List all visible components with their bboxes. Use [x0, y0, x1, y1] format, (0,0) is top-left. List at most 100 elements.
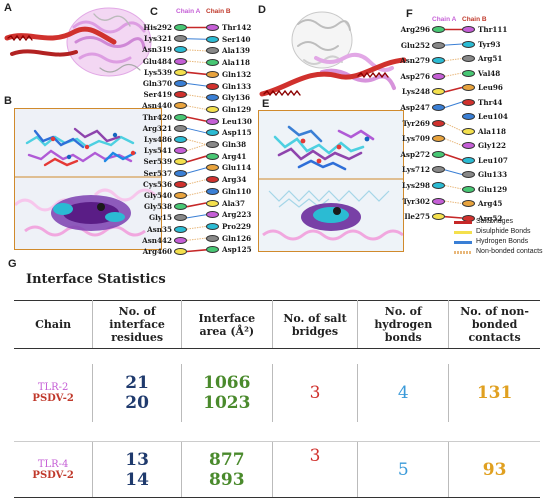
panel-f-chain-a-residue-marker: [432, 197, 445, 205]
panel-c-chain-a-residue-marker: [174, 46, 187, 54]
panel-c-chain-a-residue-marker: [174, 91, 187, 99]
panel-c-chain-b-residue-marker: [206, 47, 219, 55]
panel-c-chain-b-label: Chain B: [206, 8, 231, 15]
panel-f-bond-line: [444, 101, 463, 108]
area-a-value: 1066: [203, 372, 251, 393]
panel-f-chain-b-label: Chain B: [462, 16, 487, 23]
panel-c-chain-b-residue: Ala139: [222, 46, 250, 56]
panel-c-chain-b-residue: Gln126: [222, 233, 252, 243]
panel-f-chain-b-residue-marker: [462, 171, 475, 178]
panel-label-b: B: [4, 95, 12, 107]
panel-c-chain-a-residue-marker: [174, 136, 187, 143]
panel-c-chain-b-residue-marker: [206, 105, 219, 113]
panel-c-chain-b-residue-marker: [206, 70, 219, 78]
panel-d-protein-structure: [259, 11, 406, 97]
header-nonbonded-contacts: No. of non-bonded contacts: [448, 300, 540, 349]
panel-c-chain-a-residue: Gly15: [148, 213, 172, 223]
panel-c-chain-b-residue-marker: [206, 211, 219, 219]
panel-f-chain-b-residue-marker: [462, 185, 475, 193]
header-interface-residues: No. of interface residues: [92, 300, 182, 349]
interface-residues-cell: 13 14: [92, 441, 182, 498]
panel-c-chain-a-residue: Glu484: [142, 56, 172, 66]
panel-f-bond-line: [444, 43, 463, 46]
panel-c-chain-a-residue-marker: [174, 248, 187, 255]
panel-f-chain-a-residue-marker: [432, 57, 445, 65]
interface-residues-cell: 21 20: [92, 363, 182, 422]
panel-c-chain-a-residue-marker: [174, 35, 187, 43]
panel-f-chain-a-residue-marker: [432, 213, 445, 221]
panel-f-chain-b-residue-marker: [462, 40, 475, 48]
panel-f-bond-line: [444, 122, 463, 132]
panel-c-bond-line: [186, 190, 207, 196]
panel-c-chain-a-residue-marker: [174, 102, 187, 110]
panel-c-bond-line: [186, 94, 207, 99]
panel-c-chain-a-residue: Gly538: [143, 202, 172, 212]
hydrogen-bonds-value: 4: [357, 363, 450, 422]
panel-f-chain-a-residue-marker: [432, 41, 445, 49]
panel-c-bond-line: [186, 139, 207, 145]
panel-c-bond-line: [186, 179, 207, 185]
panel-c-chain-b-residue: Ser140: [222, 34, 251, 44]
panel-c-chain-b-residue: Gln38: [222, 140, 247, 149]
panel-f-chain-b-residue: Arg52: [478, 213, 503, 223]
panel-c-bond-line: [186, 71, 207, 76]
legend-nonbonded-swatch: [454, 251, 472, 254]
area-b-value: 1023: [203, 392, 251, 413]
panel-f-chain-a-residue-marker: [432, 166, 445, 174]
panel-c-chain-b-residue-marker: [206, 94, 219, 102]
panel-f-bond-line: [444, 58, 463, 62]
panel-f-bond-line: [444, 138, 463, 146]
panel-f-chain-a-residue: Ile275: [404, 212, 430, 222]
panel-c-chain-b-residue-marker: [206, 176, 219, 184]
panel-c-chain-b-residue: Glu114: [222, 163, 252, 173]
panel-c-chain-b-residue: Arg34: [222, 175, 247, 185]
header-interface-area: Interface area (Å²): [181, 300, 273, 349]
panel-c-chain-a-residue-marker: [174, 158, 187, 166]
area-a-value: 877: [209, 449, 245, 470]
panel-f-chain-b-residue: Leu96: [478, 83, 503, 92]
panel-c-chain-b-residue-marker: [206, 141, 219, 148]
chain-a-name: TLR-2: [37, 381, 69, 393]
panel-label-d: D: [258, 4, 266, 16]
panel-f-bond-line: [444, 153, 463, 161]
panel-f-chain-a-residue: Tyr302: [402, 196, 430, 206]
residues-b-value: 20: [125, 392, 149, 413]
panel-f-interaction-map: Arg296 Glu252 Asn279 Asp276 Lys248 Asp247 Tyr2…: [400, 25, 508, 223]
panel-c-chain-a-residue-marker: [174, 180, 187, 188]
panel-f-chain-a-residue: Lys709: [401, 134, 430, 144]
panel-c-bond-line: [186, 144, 207, 152]
panel-label-c: C: [150, 6, 158, 18]
panel-c-chain-a-residue: Thr420: [142, 112, 172, 122]
panel-c-chain-a-residue: Lys541: [143, 146, 172, 156]
panel-c-bond-line: [186, 38, 207, 40]
panel-f-chain-a-residue-marker: [432, 119, 445, 127]
panel-f-chain-b-residue-marker: [462, 84, 475, 91]
panel-c-chain-b-residue: Gly136: [222, 93, 251, 103]
panel-f-bond-line: [444, 72, 463, 77]
panel-f-chain-a-residue: Lys248: [401, 87, 430, 97]
panel-c-chain-b-residue-marker: [206, 164, 219, 172]
panel-c-bond-line: [186, 83, 207, 87]
panel-f-chain-a-residue-marker: [432, 72, 445, 80]
panel-c-chain-b-residue-marker: [206, 24, 219, 31]
panel-c-chain-a-label: Chain A: [176, 8, 201, 15]
area-b-value: 893: [209, 469, 245, 490]
table-header-row: Chain No. of interface residues Interfac…: [14, 300, 540, 349]
panel-c-chain-b-residue: Leu130: [222, 116, 252, 126]
panel-c-chain-a-residue-marker: [174, 214, 187, 222]
panel-f-chain-a-residue: Asp272: [400, 149, 430, 159]
panel-f-bond-line: [444, 169, 463, 175]
panel-c-chain-b-residue: Gln132: [222, 69, 252, 79]
panel-f-chain-b-residue-marker: [462, 98, 475, 106]
panel-c-interaction-map: His292 Lys321 Asn319 Glu484 Lys539 Gln370 Ser4…: [0, 0, 260, 270]
panel-c-chain-a-residue-marker: [174, 192, 187, 199]
panel-c-chain-a-residue-marker: [174, 203, 187, 211]
panel-c-chain-a-residue-marker: [174, 57, 187, 65]
panel-f-chain-a-residue-marker: [432, 150, 445, 158]
panel-f-chain-a-residue-marker: [432, 104, 445, 111]
panel-c-chain-b-residue: Pro229: [222, 221, 251, 231]
panel-c-chain-b-residue-marker: [206, 117, 219, 125]
panel-c-chain-b-residue-marker: [206, 234, 219, 242]
salt-bridges-value: 3: [272, 363, 359, 422]
panel-f-chain-b-residue-marker: [462, 127, 475, 135]
